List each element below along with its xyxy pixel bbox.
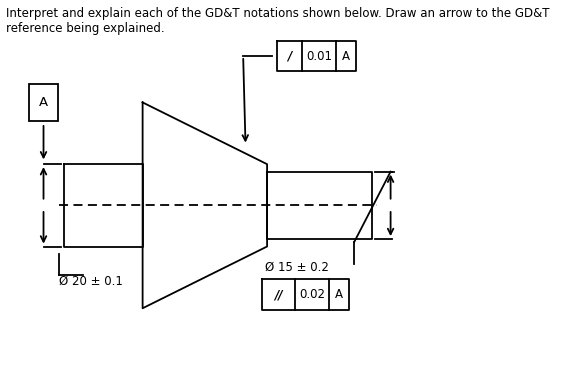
Text: Ø 15 ± 0.2: Ø 15 ± 0.2	[264, 261, 328, 274]
Text: Ø 20 ± 0.1: Ø 20 ± 0.1	[59, 274, 123, 288]
Text: A: A	[335, 288, 343, 301]
Text: A: A	[39, 96, 48, 109]
Text: //: //	[274, 288, 283, 301]
Text: 0.02: 0.02	[299, 288, 325, 301]
Text: 0.01: 0.01	[306, 49, 332, 63]
Text: /: /	[287, 49, 291, 63]
Text: Interpret and explain each of the GD&T notations shown below. Draw an arrow to t: Interpret and explain each of the GD&T n…	[6, 7, 550, 35]
Text: A: A	[342, 49, 350, 63]
FancyBboxPatch shape	[28, 84, 59, 121]
